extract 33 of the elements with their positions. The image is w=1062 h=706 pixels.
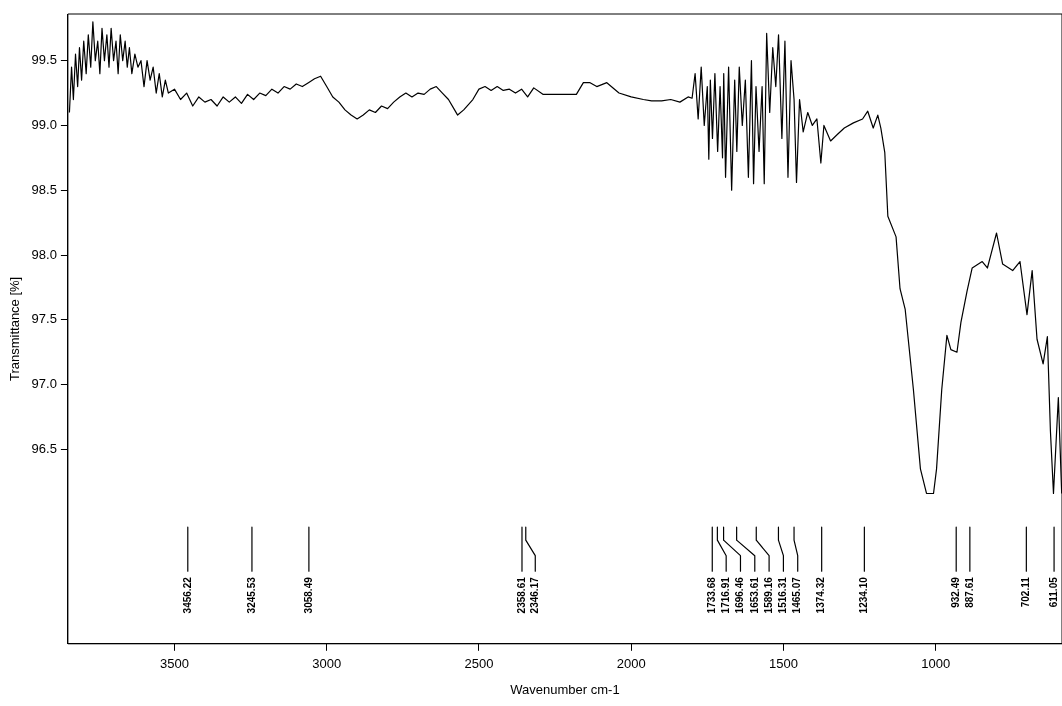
y-tick-label: 98.0: [31, 246, 57, 262]
x-tick-label: 3500: [160, 656, 189, 672]
annotation: 1733.68: [706, 576, 718, 614]
annotation: 1465.07: [791, 576, 803, 614]
annotation: 3058.49: [302, 576, 314, 614]
annotation: 1234.10: [858, 576, 870, 614]
y-tick-label: 97.0: [31, 376, 57, 392]
x-tick-label: 2000: [616, 656, 646, 672]
x-tick-label: 1000: [921, 656, 951, 672]
y-tick-label: 96.5: [31, 441, 57, 456]
annotation: 1589.16: [762, 576, 774, 614]
annotation: 2358.61: [515, 576, 527, 614]
annotation: 887.61: [963, 576, 975, 608]
annotation: 1516.31: [777, 576, 789, 614]
annotation: 1716.91: [719, 576, 731, 614]
annotation: 932.49: [949, 576, 961, 608]
y-tick-label: 99.0: [31, 117, 57, 133]
y-axis-title: Transmittance [%]: [7, 276, 23, 382]
annotation: 702.11: [1020, 576, 1032, 608]
annotation: 3456.22: [181, 576, 193, 614]
annotation: 611.05: [1047, 576, 1059, 608]
annotation: 1653.61: [748, 576, 760, 614]
x-tick-label: 1500: [768, 656, 798, 672]
x-axis-title: Wavenumber cm-1: [510, 681, 620, 697]
annotation: 3245.53: [245, 576, 257, 614]
annotation: 2346.17: [529, 576, 541, 614]
x-tick-label: 3000: [312, 656, 342, 672]
x-tick-label: 2500: [464, 656, 494, 672]
y-tick-label: 99.5: [31, 52, 57, 68]
y-tick-label: 97.5: [31, 311, 57, 327]
annotation: 1374.32: [815, 576, 827, 614]
annotation: 1696.46: [734, 576, 746, 614]
y-tick-label: 98.5: [31, 181, 57, 197]
